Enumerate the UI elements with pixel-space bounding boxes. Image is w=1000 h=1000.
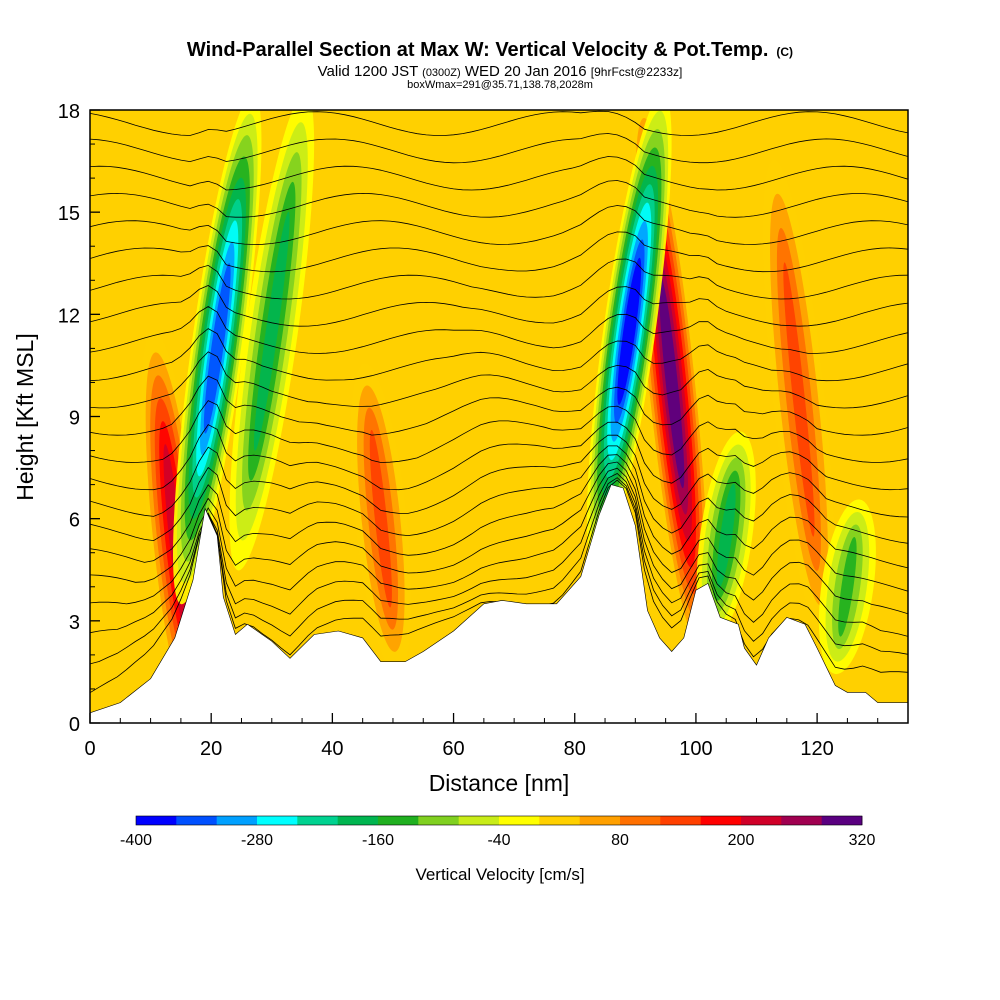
x-tick-label: 20 xyxy=(200,738,222,760)
y-tick-label: 18 xyxy=(58,101,80,123)
updraft-band-1-level-3 xyxy=(369,429,392,608)
velocity-field xyxy=(141,110,876,723)
theta-contour-15 xyxy=(90,258,908,300)
terrain-mask xyxy=(90,484,908,723)
colorbar-tick-label: -40 xyxy=(487,832,510,849)
theta-contour-18 xyxy=(90,180,908,218)
theta-contour-5 xyxy=(90,454,908,569)
y-axis: 0 3 6 9 12 15 18 xyxy=(58,101,100,736)
colorbar-frame xyxy=(135,815,863,826)
colorbar-swatch xyxy=(499,816,540,825)
plot-area xyxy=(90,110,908,723)
x-tick-label: 80 xyxy=(564,738,586,760)
colorbar-tick-label: -160 xyxy=(362,832,394,849)
x-tick-label: 100 xyxy=(679,738,712,760)
y-tick-label: 12 xyxy=(58,305,80,327)
theta-contour-11 xyxy=(90,351,908,409)
colorbar-tick-label: 320 xyxy=(849,832,876,849)
chart-subtitle-2: boxWmax=291@35.71,138.78,2028m xyxy=(407,79,593,91)
downdraft-band-4-level-3 xyxy=(838,536,857,637)
chart-subtitle: Valid 1200 JST (0300Z) WED 20 Jan 2016 [… xyxy=(318,63,683,80)
x-tick-label: 0 xyxy=(84,738,95,760)
x-axis-label: Distance [nm] xyxy=(429,770,570,796)
colorbar-swatch xyxy=(539,816,580,825)
theta-contour-9 xyxy=(90,400,908,463)
theta-contour-4 xyxy=(90,461,908,592)
theta-contour-7 xyxy=(90,434,908,518)
colorbar-swatch xyxy=(660,816,701,825)
theta-contour-3 xyxy=(90,467,908,615)
theta-contour-13 xyxy=(90,306,908,354)
y-tick-label: 6 xyxy=(69,510,80,532)
theta-contour-17 xyxy=(90,205,908,245)
colorbar-swatch xyxy=(458,816,500,825)
colorbar-tick-label: 80 xyxy=(611,832,629,849)
theta-contour-16 xyxy=(90,231,908,273)
theta-contour-21 xyxy=(90,110,908,136)
colorbar-swatch xyxy=(620,816,661,825)
y-tick-label: 0 xyxy=(69,714,80,736)
colorbar-swatch xyxy=(781,816,822,825)
theta-contour-10 xyxy=(90,375,908,436)
colorbar-swatch xyxy=(418,816,459,825)
colorbar-swatch xyxy=(700,816,742,825)
colorbar: -400 -280 -160 -40 80 200 320 xyxy=(120,815,876,849)
colorbar-swatch xyxy=(378,816,419,825)
theta-contour-19 xyxy=(90,156,908,191)
chart-title: Wind-Parallel Section at Max W: Vertical… xyxy=(187,39,793,61)
colorbar-swatch xyxy=(579,816,621,825)
colorbar-swatch xyxy=(741,816,782,825)
y-tick-label: 3 xyxy=(69,612,80,634)
y-tick-label: 9 xyxy=(69,408,80,430)
x-tick-label: 120 xyxy=(800,738,833,760)
theta-contour-12 xyxy=(90,328,908,382)
theta-contour-6 xyxy=(90,445,908,544)
colorbar-tick-label: 200 xyxy=(728,832,755,849)
colorbar-swatch xyxy=(216,816,258,825)
theta-contour-8 xyxy=(90,421,908,491)
colorbar-swatch xyxy=(337,816,379,825)
theta-contour-1 xyxy=(90,477,908,665)
colorbar-tick-label: -280 xyxy=(241,832,273,849)
downdraft-band-0-level-8 xyxy=(203,263,231,434)
x-axis: 0 20 40 60 80 100 120 xyxy=(84,713,879,760)
theta-contour-14 xyxy=(90,285,908,327)
colorbar-label: Vertical Velocity [cm/s] xyxy=(415,865,584,884)
y-axis-label: Height [Kft MSL] xyxy=(12,333,38,500)
downdraft-band-2-level-9 xyxy=(617,257,642,405)
colorbar-tick-label: -400 xyxy=(120,832,152,849)
colorbar-swatch xyxy=(821,816,863,825)
theta-contour-2 xyxy=(90,473,908,637)
theta-contour-20 xyxy=(90,133,908,164)
updraft-band-2-level-7 xyxy=(659,276,685,489)
x-tick-label: 60 xyxy=(442,738,464,760)
updraft-band-3-level-3 xyxy=(783,262,815,537)
colorbar-swatch xyxy=(176,816,217,825)
colorbar-swatch xyxy=(257,816,298,825)
colorbar-swatch xyxy=(136,816,177,825)
x-tick-label: 40 xyxy=(321,738,343,760)
colorbar-swatch xyxy=(297,816,338,825)
y-tick-label: 15 xyxy=(58,203,80,225)
